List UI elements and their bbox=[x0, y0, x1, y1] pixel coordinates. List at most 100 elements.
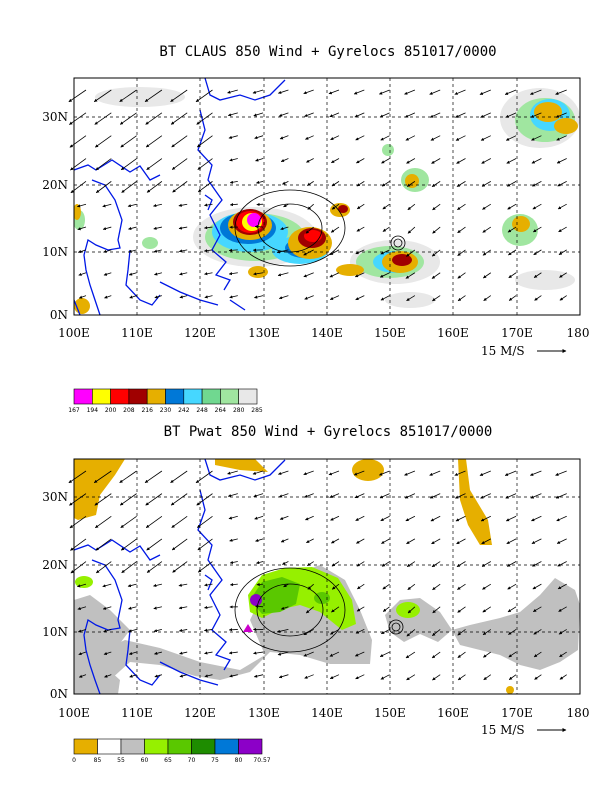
wind-vector bbox=[431, 249, 441, 257]
wind-vector bbox=[228, 272, 238, 276]
wind-vector bbox=[504, 470, 517, 476]
wind-vector bbox=[405, 135, 416, 141]
wind-vector bbox=[229, 295, 238, 299]
wind-vector bbox=[129, 674, 137, 678]
wind-vector bbox=[197, 538, 213, 551]
wind-vector bbox=[406, 538, 416, 545]
wind-vector bbox=[154, 674, 163, 678]
wind-vector bbox=[128, 226, 137, 230]
wind-vector bbox=[279, 135, 289, 140]
wind-vector bbox=[382, 583, 390, 590]
wind-vector bbox=[303, 272, 314, 278]
wind-vector bbox=[381, 181, 390, 187]
wind-vector bbox=[508, 272, 517, 279]
wind-vector bbox=[283, 583, 289, 588]
wind-vector bbox=[457, 272, 466, 279]
wind-vector bbox=[354, 651, 365, 657]
wind-vector bbox=[407, 606, 416, 614]
coastline-bottom bbox=[74, 459, 286, 694]
wind-vector bbox=[480, 493, 491, 499]
svg-text:150E: 150E bbox=[374, 706, 406, 720]
wind-vector bbox=[559, 272, 567, 278]
wind-vector bbox=[252, 470, 264, 475]
wind-vector bbox=[533, 249, 542, 256]
wind-vector bbox=[407, 226, 416, 234]
panel-bottom-field bbox=[74, 459, 580, 694]
wind-vector bbox=[204, 605, 213, 610]
svg-text:0N: 0N bbox=[50, 308, 68, 322]
wind-vector bbox=[432, 583, 441, 591]
wind-vector bbox=[353, 89, 365, 95]
wind-vector bbox=[382, 203, 390, 210]
wind-vector bbox=[256, 561, 264, 565]
wind-vector bbox=[128, 249, 137, 253]
wind-vector bbox=[532, 561, 542, 567]
wind-vector bbox=[457, 295, 466, 302]
wind-vector bbox=[170, 493, 188, 506]
colorbar-swatch bbox=[128, 388, 148, 405]
panel-top-frame bbox=[73, 77, 581, 316]
wind-vector bbox=[532, 203, 542, 210]
wind-vector bbox=[204, 583, 213, 587]
wind-vector bbox=[479, 89, 491, 95]
wind-vector bbox=[508, 629, 517, 635]
wind-vector bbox=[102, 606, 112, 610]
wind-vector bbox=[455, 135, 466, 141]
colorbar-label: 242 bbox=[178, 407, 190, 414]
colorbar-label: 200 bbox=[105, 407, 117, 414]
wind-vector bbox=[330, 226, 340, 233]
wind-vector bbox=[128, 606, 137, 610]
svg-text:110E: 110E bbox=[121, 326, 153, 340]
wind-vector bbox=[431, 538, 441, 545]
bottom-colorbar: 0 85 55 60 65 70 75 80 70.57 bbox=[72, 738, 271, 764]
colorbar-swatch bbox=[201, 388, 221, 405]
svg-text:140E: 140E bbox=[311, 706, 343, 720]
wind-vector bbox=[406, 158, 416, 164]
wind-vector bbox=[277, 272, 289, 277]
svg-text:160E: 160E bbox=[437, 706, 469, 720]
coastline-top bbox=[74, 78, 286, 315]
wind-vector bbox=[229, 560, 238, 565]
wind-vector bbox=[406, 249, 416, 257]
wind-vector bbox=[307, 561, 314, 567]
wind-vector bbox=[303, 89, 314, 95]
wind-vector bbox=[278, 112, 289, 117]
wind-vector bbox=[153, 203, 162, 208]
wind-vector bbox=[380, 135, 390, 141]
wind-vector bbox=[406, 295, 416, 302]
wind-vector bbox=[530, 493, 542, 499]
wind-vector bbox=[77, 203, 87, 208]
svg-text:20N: 20N bbox=[42, 178, 68, 192]
wind-vector bbox=[228, 651, 238, 655]
wind-vector bbox=[330, 135, 340, 141]
wind-vector bbox=[93, 89, 112, 103]
colorbar-swatch bbox=[214, 738, 239, 755]
wind-vector bbox=[171, 135, 188, 148]
wind-vector bbox=[227, 112, 238, 117]
wind-vector bbox=[304, 493, 314, 498]
colorbar-label: 280 bbox=[233, 407, 245, 414]
wind-vector bbox=[254, 135, 264, 140]
wind-vector bbox=[406, 674, 416, 681]
wind-vector bbox=[432, 606, 441, 614]
wind-vector bbox=[457, 203, 466, 211]
wind-vector bbox=[77, 606, 87, 610]
wind-vector bbox=[504, 89, 517, 95]
wind-vector bbox=[429, 470, 441, 476]
wind-vector bbox=[77, 583, 87, 588]
wind-vector bbox=[534, 295, 542, 301]
pwat-65 bbox=[250, 577, 330, 614]
wind-vector bbox=[482, 203, 492, 210]
wind-vector bbox=[178, 606, 188, 610]
wind-vector bbox=[228, 628, 238, 632]
colorbar-swatch bbox=[97, 738, 122, 755]
wind-vector bbox=[229, 180, 238, 184]
wind-vector bbox=[481, 561, 491, 567]
wind-vector bbox=[278, 295, 289, 300]
wind-vector bbox=[95, 135, 112, 148]
wind-vector bbox=[228, 515, 238, 520]
wind-vector bbox=[120, 135, 137, 148]
wind-vector bbox=[227, 470, 238, 475]
wind-vector bbox=[432, 203, 441, 211]
top-colorbar: 167 194 200 208 216 230 242 248 264 280 285 bbox=[68, 388, 263, 414]
